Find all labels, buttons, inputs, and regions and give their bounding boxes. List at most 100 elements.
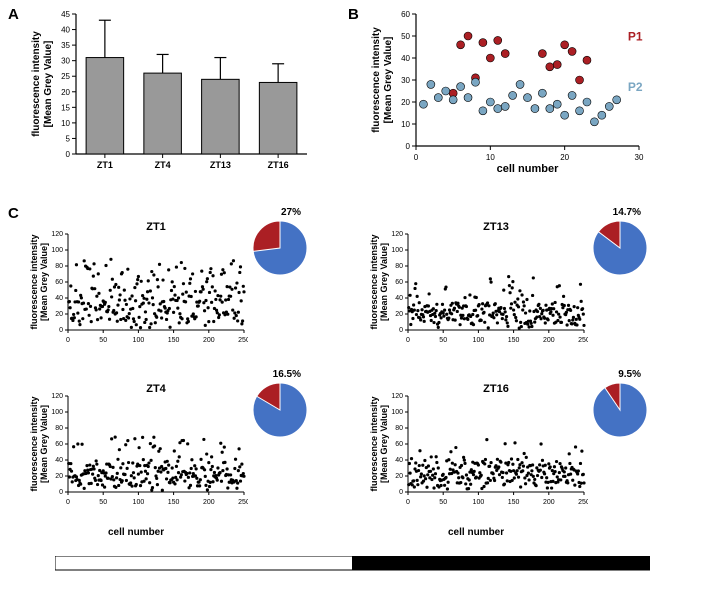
svg-text:250: 250	[238, 499, 248, 506]
svg-text:10: 10	[61, 119, 70, 128]
panel-c-scatter-zt16: 020406080100120050100150200250ZT16fluore…	[368, 382, 588, 512]
svg-text:50: 50	[401, 32, 410, 41]
panel-c-label: C	[8, 205, 19, 222]
svg-text:14.7%: 14.7%	[613, 207, 641, 218]
svg-text:16.5%: 16.5%	[273, 369, 301, 380]
svg-text:30: 30	[61, 57, 70, 66]
svg-text:20: 20	[395, 473, 403, 480]
panel-c-pie-zt16: 9.5%	[589, 365, 671, 451]
panel-c-xlabel-left: cell number	[108, 527, 164, 538]
svg-text:50: 50	[99, 499, 107, 506]
svg-text:150: 150	[508, 499, 520, 506]
svg-text:30: 30	[401, 76, 410, 85]
svg-text:200: 200	[203, 499, 215, 506]
panel-b-scatter-chart: 01020304050600102030fluorescence intensi…	[368, 8, 673, 176]
svg-text:0: 0	[399, 489, 403, 496]
svg-text:0: 0	[59, 327, 63, 334]
svg-text:10: 10	[486, 153, 495, 162]
svg-text:27%: 27%	[281, 207, 301, 218]
svg-text:ZT16: ZT16	[268, 160, 289, 170]
svg-text:fluorescence intensity: fluorescence intensity	[369, 234, 379, 329]
svg-text:40: 40	[395, 457, 403, 464]
svg-text:10: 10	[401, 120, 410, 129]
svg-text:20: 20	[395, 311, 403, 318]
svg-text:fluorescence intensity: fluorescence intensity	[29, 396, 39, 491]
svg-text:100: 100	[391, 409, 403, 416]
svg-text:25: 25	[61, 72, 70, 81]
svg-text:[Mean Grey Value]: [Mean Grey Value]	[379, 243, 389, 321]
svg-text:20: 20	[560, 153, 569, 162]
svg-text:150: 150	[508, 337, 520, 344]
panel-c-pie-zt4: 16.5%	[249, 365, 331, 451]
svg-text:100: 100	[51, 247, 63, 254]
svg-text:0: 0	[406, 337, 410, 344]
svg-text:150: 150	[168, 337, 180, 344]
svg-text:60: 60	[55, 279, 63, 286]
svg-text:0: 0	[66, 337, 70, 344]
svg-text:20: 20	[55, 311, 63, 318]
panel-c-scatter-zt4: 020406080100120050100150200250ZT4fluores…	[28, 382, 248, 512]
svg-text:120: 120	[51, 393, 63, 400]
svg-text:40: 40	[61, 26, 70, 35]
svg-text:ZT13: ZT13	[210, 160, 231, 170]
svg-text:fluorescence intensity: fluorescence intensity	[29, 234, 39, 329]
svg-text:ZT1: ZT1	[146, 221, 166, 233]
svg-text:200: 200	[543, 499, 555, 506]
svg-text:60: 60	[395, 441, 403, 448]
svg-text:40: 40	[55, 457, 63, 464]
svg-text:ZT1: ZT1	[97, 160, 113, 170]
panel-c-pie-zt1: 27%	[249, 203, 331, 289]
panel-a-label: A	[8, 6, 19, 23]
svg-text:P2: P2	[628, 80, 643, 94]
svg-text:80: 80	[395, 425, 403, 432]
svg-text:[Mean Grey Value]: [Mean Grey Value]	[39, 405, 49, 483]
svg-text:100: 100	[133, 499, 145, 506]
svg-text:100: 100	[51, 409, 63, 416]
svg-text:ZT13: ZT13	[483, 221, 509, 233]
svg-text:100: 100	[473, 337, 485, 344]
svg-text:[Mean Grey Value]: [Mean Grey Value]	[39, 243, 49, 321]
svg-text:120: 120	[391, 393, 403, 400]
svg-text:[Mean Grey Value]: [Mean Grey Value]	[43, 41, 54, 128]
panel-a-bar-chart: 051015202530354045fluorescence intensity…	[28, 8, 313, 176]
svg-text:[Mean Grey Value]: [Mean Grey Value]	[383, 37, 394, 124]
panel-c-pie-zt13: 14.7%	[589, 203, 671, 289]
svg-text:250: 250	[238, 337, 248, 344]
svg-text:250: 250	[578, 337, 588, 344]
svg-text:9.5%: 9.5%	[618, 369, 641, 380]
panel-b-label: B	[348, 6, 359, 23]
svg-text:0: 0	[406, 142, 411, 151]
svg-text:50: 50	[99, 337, 107, 344]
svg-text:80: 80	[55, 263, 63, 270]
svg-text:ZT4: ZT4	[146, 383, 166, 395]
panel-c-scatter-zt1: 0 20 40 60 80 100 120 0 50 100 150 200 250 ZT1 fluores…	[28, 220, 248, 350]
svg-text:cell number: cell number	[497, 163, 559, 175]
svg-text:200: 200	[203, 337, 215, 344]
svg-text:fluorescence intensity: fluorescence intensity	[371, 27, 382, 133]
svg-text:15: 15	[61, 103, 70, 112]
svg-text:30: 30	[635, 153, 644, 162]
svg-text:0: 0	[66, 499, 70, 506]
svg-text:250: 250	[578, 499, 588, 506]
svg-text:fluorescence intensity: fluorescence intensity	[369, 396, 379, 491]
svg-text:5: 5	[66, 134, 71, 143]
svg-text:0: 0	[414, 153, 419, 162]
svg-text:40: 40	[395, 295, 403, 302]
svg-text:120: 120	[51, 231, 63, 238]
svg-text:60: 60	[401, 10, 410, 19]
svg-text:80: 80	[55, 425, 63, 432]
svg-text:60: 60	[395, 279, 403, 286]
svg-text:40: 40	[401, 54, 410, 63]
svg-text:P1: P1	[628, 29, 643, 43]
svg-text:[Mean Grey Value]: [Mean Grey Value]	[379, 405, 389, 483]
svg-text:100: 100	[133, 337, 145, 344]
svg-text:0: 0	[406, 499, 410, 506]
svg-text:60: 60	[55, 441, 63, 448]
panel-c-xlabel-right: cell number	[448, 527, 504, 538]
svg-text:100: 100	[391, 247, 403, 254]
svg-text:20: 20	[61, 88, 70, 97]
svg-text:ZT16: ZT16	[483, 383, 509, 395]
scale-bar	[55, 556, 650, 572]
svg-text:40: 40	[55, 295, 63, 302]
svg-text:0: 0	[66, 150, 71, 159]
